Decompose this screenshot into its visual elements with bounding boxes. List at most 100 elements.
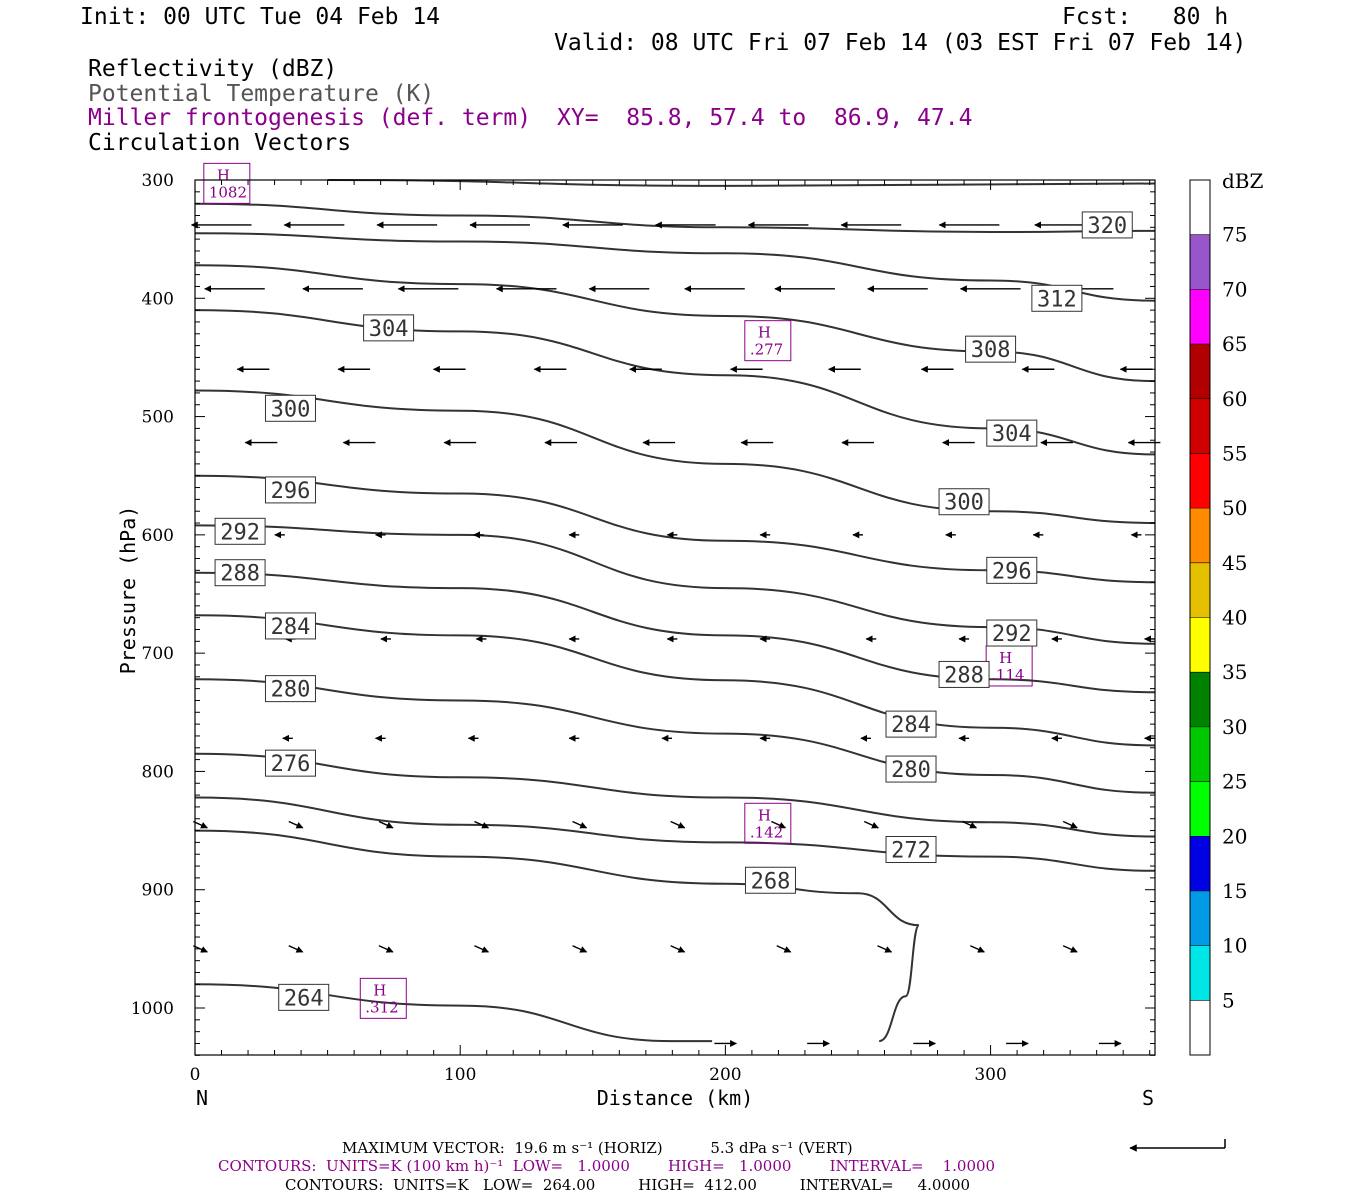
colorbar-level-label: 5	[1222, 988, 1235, 1012]
colorbar-level-label: 10	[1222, 934, 1247, 958]
colorbar-level-label: 70	[1222, 277, 1247, 301]
circulation-vector	[776, 945, 792, 953]
frontogenesis-high-value: .277	[750, 341, 783, 359]
colorbar-level-label: 35	[1222, 660, 1247, 684]
contour-label: 280	[271, 678, 311, 703]
y-axis-label: Pressure (hPa)	[116, 506, 140, 675]
contour-label: 284	[891, 713, 931, 738]
theta-contour-308	[194, 264, 1156, 383]
plot-frame	[194, 179, 1156, 1056]
colorbar-swatch	[1190, 398, 1210, 454]
contours-theta-text: CONTOURS: UNITS=K LOW= 264.00 HIGH= 412.…	[285, 1176, 971, 1194]
contour-label: 292	[220, 520, 260, 545]
contour-label-box	[278, 983, 330, 1011]
south-end-label: S	[1142, 1086, 1154, 1110]
contour-label: 320	[1087, 214, 1127, 239]
axis-ticks	[194, 179, 1155, 1056]
circulation-vector	[970, 945, 985, 953]
contour-label-box	[938, 488, 990, 516]
y-tick-label: 500	[142, 408, 174, 428]
theta-contour-276	[194, 752, 1156, 838]
frontogenesis-high-marker: H	[758, 806, 771, 824]
colorbar-level-label: 55	[1222, 441, 1247, 465]
colorbar-level-label: 40	[1222, 606, 1247, 630]
theta-contour-264	[194, 983, 713, 1043]
frontogenesis-high-marker: H	[373, 981, 386, 999]
colorbar-level-label: 60	[1222, 387, 1247, 411]
reference-vector-icon	[1129, 1139, 1226, 1152]
colorbar-level-label: 75	[1222, 223, 1247, 247]
frontogenesis-high-box	[359, 977, 407, 1019]
colorbar-swatch	[1190, 562, 1210, 618]
circulation-vector	[572, 820, 588, 829]
theta-contour-280	[194, 678, 1156, 794]
circulation-vector	[474, 945, 490, 953]
colorbar-level-label: 45	[1222, 551, 1247, 575]
colorbar-level-label: 25	[1222, 770, 1247, 794]
contour-label: 276	[271, 752, 311, 777]
y-tick-label: 900	[142, 881, 174, 901]
contour-label: 304	[992, 422, 1032, 447]
xy-endpoints: XY= 85.8, 57.4 to 86.9, 47.4	[557, 105, 973, 131]
theta-contour-300	[194, 389, 1156, 524]
contour-label: 264	[284, 986, 324, 1011]
circulation-vector	[1062, 820, 1078, 829]
contour-label-box	[986, 619, 1038, 647]
contour-label-box	[1081, 211, 1133, 239]
contour-label-box	[264, 749, 316, 777]
contour-label-box	[965, 335, 1017, 363]
colorbar-swatch	[1190, 508, 1210, 563]
contour-label-box	[885, 755, 937, 783]
y-tick-label: 600	[142, 526, 174, 546]
field-label-reflectivity: Reflectivity (dBZ)	[88, 56, 338, 82]
contour-label: 300	[271, 397, 311, 422]
frontogenesis-high-value: 1082	[209, 183, 247, 201]
colorbar-swatch	[1190, 453, 1210, 509]
contour-label: 304	[369, 317, 409, 342]
x-tick-label: 0	[190, 1065, 201, 1085]
colorbar-swatch	[1190, 289, 1210, 345]
contour-label-box	[264, 675, 316, 703]
frontogenesis-high-value: .114	[991, 666, 1024, 684]
frontogenesis-high-marker: H	[217, 166, 230, 184]
colorbar-level-label: 20	[1222, 824, 1247, 848]
circulation-vector	[288, 820, 304, 829]
field-label-frontogenesis: Miller frontogenesis (def. term)	[88, 105, 532, 131]
colorbar-swatch	[1190, 672, 1210, 727]
frontogenesis-high-marker: H	[999, 649, 1012, 667]
circulation-vector	[771, 820, 787, 829]
valid-time: Valid: 08 UTC Fri 07 Feb 14 (03 EST Fri …	[554, 30, 1247, 56]
circulation-vector	[378, 945, 394, 953]
colorbar-swatch	[1190, 234, 1210, 290]
contour-label-box	[885, 835, 937, 863]
contour-label: 280	[891, 758, 931, 783]
circulation-vector	[670, 945, 686, 953]
contour-label-box	[214, 517, 266, 545]
circulation-vector	[193, 820, 208, 829]
frontogenesis-high-marker: H	[758, 324, 771, 342]
y-tick-label: 400	[142, 289, 174, 309]
frontogenesis-high-value: .142	[750, 823, 783, 841]
theta-contour-272	[194, 796, 1156, 872]
forecast-hour: Fcst: 80 h	[1062, 4, 1229, 30]
colorbar-swatch	[1190, 344, 1210, 399]
theta-contour-312	[194, 232, 1156, 302]
contour-label-box	[264, 612, 316, 640]
colorbar-level-label: 30	[1222, 715, 1247, 739]
circulation-vector	[288, 945, 304, 953]
theta-contour-288	[194, 571, 1156, 694]
theta-contour-320	[327, 179, 1156, 187]
colorbar-swatch	[1190, 836, 1210, 891]
frontogenesis-high-box	[744, 802, 792, 844]
circulation-vector	[1062, 945, 1078, 953]
contour-label: 292	[992, 622, 1032, 647]
x-tick-label: 200	[709, 1065, 741, 1085]
frontogenesis-high-box	[744, 320, 792, 362]
contour-label: 288	[220, 562, 260, 587]
contour-label-box	[986, 556, 1038, 584]
colorbar-level-label: 65	[1222, 332, 1247, 356]
colorbar-swatch	[1190, 945, 1210, 1001]
colorbar-swatch	[1190, 726, 1210, 782]
